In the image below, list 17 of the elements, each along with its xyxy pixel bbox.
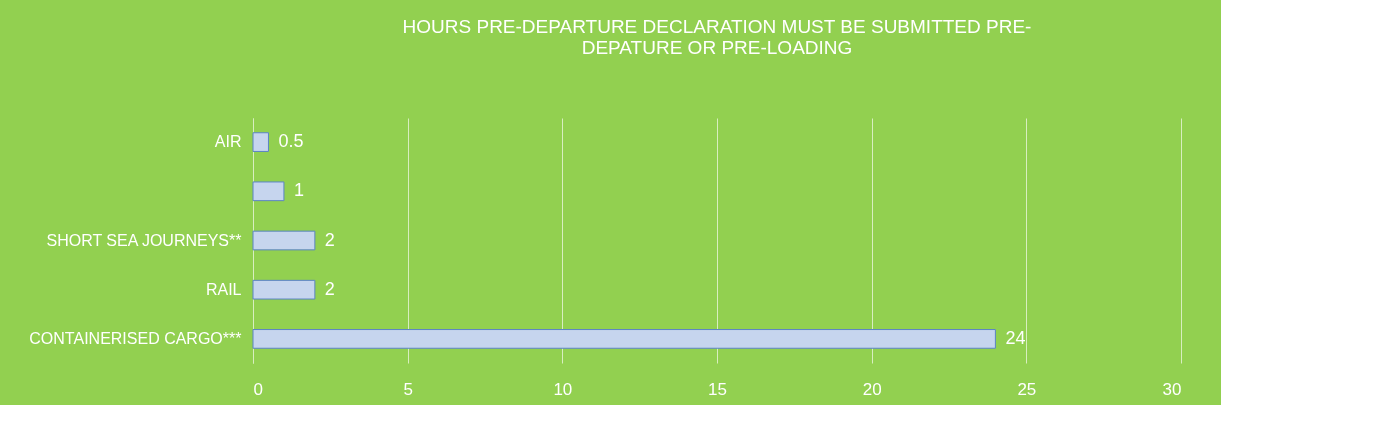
- x-tick-label: 0: [253, 379, 263, 399]
- data-label: 2: [324, 278, 335, 299]
- x-tick-label: 30: [1162, 379, 1182, 399]
- x-tick-label: 25: [1017, 379, 1037, 399]
- x-tick-label: 15: [708, 379, 727, 399]
- chart-title: HOURS PRE-DEPARTURE DECLARATION MUST BE SUBMITTED PRE-DEPATURE OR PRE-LOADING: [402, 16, 1032, 58]
- y-tick-label: CONTAINERISED CARGO***: [29, 329, 242, 347]
- y-tick-label: SHORT SEA JOURNEYS**: [46, 231, 242, 249]
- data-label: 0.5: [278, 131, 304, 152]
- y-tick-label: RAIL: [205, 280, 242, 298]
- data-label: 24: [1005, 327, 1026, 348]
- x-tick-label: 5: [403, 379, 413, 399]
- data-label: 1: [293, 180, 304, 201]
- x-tick-label: 20: [862, 379, 882, 399]
- y-tick-label: AIR: [214, 133, 242, 151]
- x-tick-label: 10: [553, 379, 573, 399]
- data-label: 2: [324, 229, 335, 250]
